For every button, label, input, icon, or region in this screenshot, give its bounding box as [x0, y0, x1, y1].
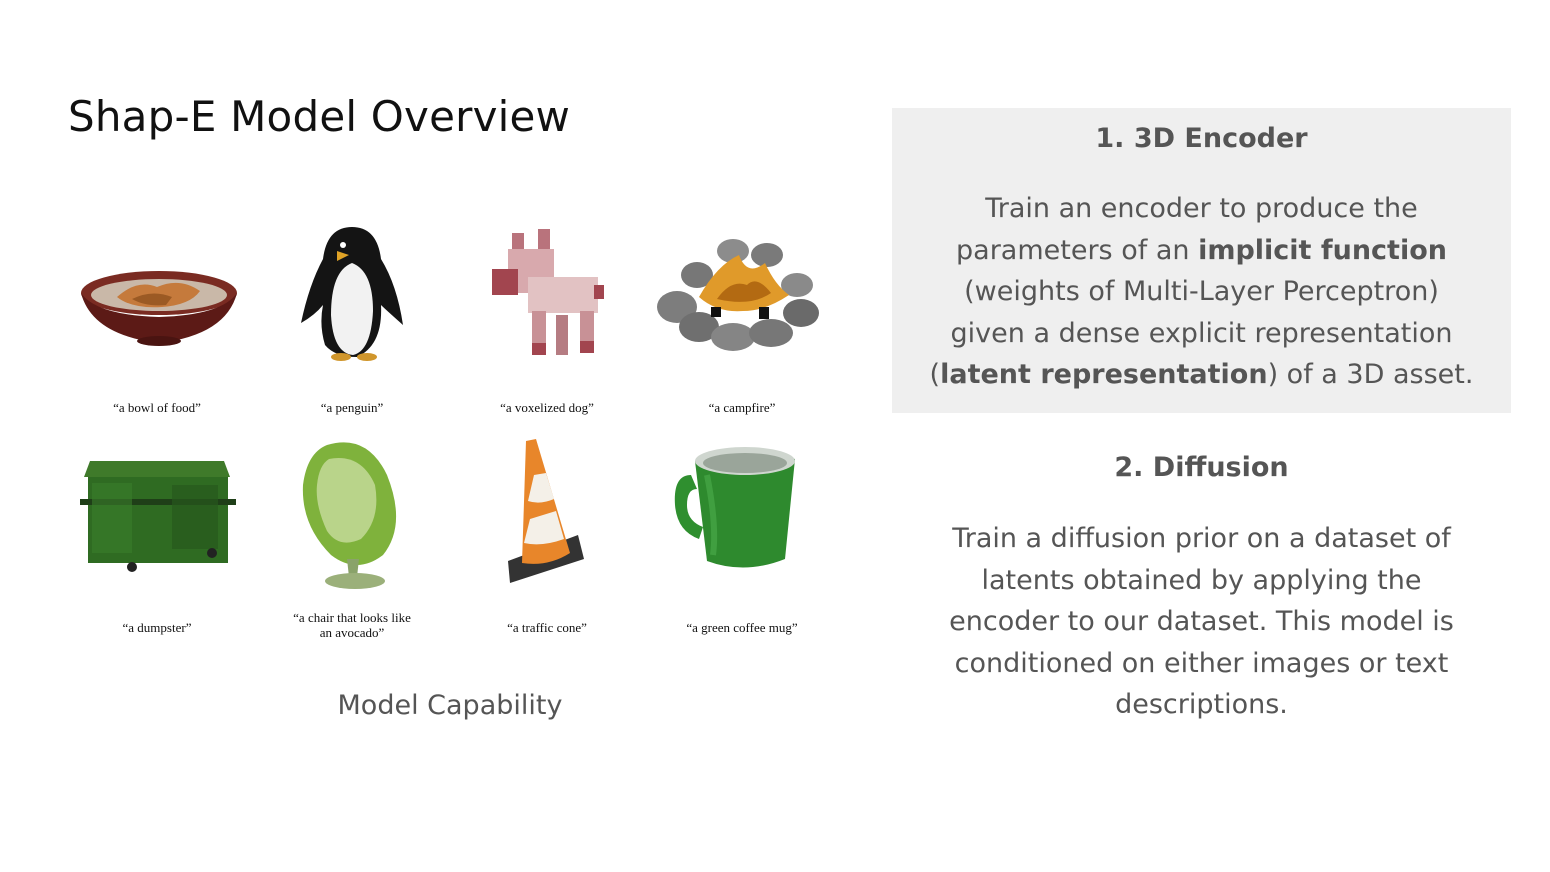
- diffusion-line: Train a diffusion prior on a dataset of: [952, 523, 1451, 554]
- example-caption: “a bowl of food”: [113, 400, 201, 415]
- encoder-text: (: [929, 359, 941, 390]
- encoder-text: parameters of an: [956, 234, 1199, 266]
- encoder-panel: 1. 3D Encoder Train an encoder to produc…: [892, 108, 1511, 413]
- example-caption: “a dumpster”: [122, 620, 192, 635]
- diffusion-heading: 2. Diffusion: [1114, 452, 1289, 483]
- campfire-icon: [657, 239, 819, 351]
- encoder-line: given a dense explicit representation: [950, 317, 1453, 349]
- encoder-description: Train an encoder to produce the paramete…: [892, 188, 1511, 396]
- implicit-function-term: implicit function: [1198, 234, 1447, 266]
- diffusion-line: descriptions.: [1115, 689, 1288, 720]
- avocado-chair-icon: [302, 442, 397, 589]
- voxelized-dog-icon: [492, 229, 604, 355]
- example-caption: “a traffic cone”: [507, 620, 587, 635]
- diffusion-line: latents obtained by applying the: [981, 564, 1422, 596]
- latent-representation-term: latent representation: [940, 359, 1268, 390]
- encoder-text: ) of a 3D asset.: [1267, 359, 1474, 390]
- example-caption: “a voxelized dog”: [500, 400, 594, 415]
- dumpster-icon: [80, 461, 236, 572]
- encoder-line: parameters of an implicit function: [892, 230, 1511, 272]
- penguin-icon: [301, 227, 403, 361]
- example-caption: “a green coffee mug”: [686, 620, 798, 635]
- diffusion-line: conditioned on either images or text: [954, 647, 1449, 679]
- example-caption: “a campfire”: [708, 400, 776, 415]
- model-capability-label: Model Capability: [337, 690, 563, 721]
- encoder-line: (weights of Multi-Layer Perceptron): [964, 276, 1439, 307]
- bowl-of-food-icon: [81, 271, 237, 346]
- example-caption-line1: “a chair that looks like: [293, 610, 411, 625]
- green-coffee-mug-icon: [674, 447, 795, 568]
- traffic-cone-icon: [508, 439, 584, 583]
- encoder-line: (latent representation) of a 3D asset.: [892, 354, 1511, 396]
- slide-title: Shap-E Model Overview: [68, 92, 571, 141]
- encoder-heading: 1. 3D Encoder: [1095, 123, 1308, 154]
- example-caption-line2: an avocado”: [319, 625, 385, 640]
- example-grid: “a bowl of food” “a penguin” “a voxeliz: [62, 215, 862, 655]
- diffusion-description: Train a diffusion prior on a dataset of …: [892, 518, 1511, 726]
- encoder-line: Train an encoder to produce the: [985, 193, 1418, 224]
- diffusion-line: encoder to our dataset. This model is: [949, 606, 1454, 637]
- example-caption: “a penguin”: [320, 400, 384, 415]
